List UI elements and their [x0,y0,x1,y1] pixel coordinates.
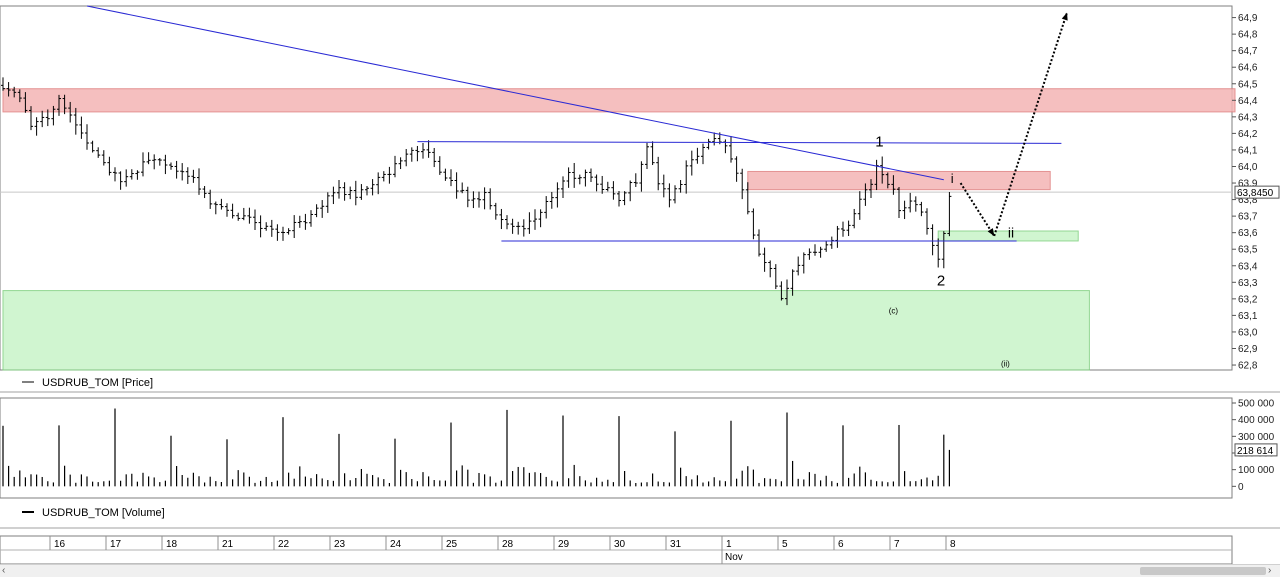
wave-label: (ii) [1001,360,1010,369]
price-axis-tick-label: 63,9 [1238,179,1258,190]
time-axis-label: 22 [278,539,290,550]
resistance-zone [2,88,1236,113]
last-volume-label: 218 614 [1237,446,1274,457]
price-legend-label: USDRUB_TOM [Price] [42,377,153,389]
time-axis-label: 16 [54,539,66,550]
wave-label: 1 [875,134,883,151]
price-axis-tick-label: 63,1 [1238,311,1258,322]
price-axis-tick-label: 64,7 [1238,46,1258,57]
volume-axis-tick-label: 300 000 [1238,432,1275,443]
price-axis-tick-label: 64,1 [1238,145,1258,156]
price-axis-tick-label: 64,3 [1238,112,1258,123]
price-axis-tick-label: 64,6 [1238,63,1258,74]
time-axis-label: 30 [614,539,626,550]
volume-axis-tick-label: 100 000 [1238,465,1275,476]
scroll-right-arrow-icon[interactable]: › [1268,565,1272,576]
price-axis-tick-label: 63,7 [1238,212,1258,223]
price-axis-tick-label: 63,8 [1238,195,1258,206]
wave-label: ii [1008,225,1014,241]
price-axis-tick-label: 64,9 [1238,13,1258,24]
projection-arrowhead-icon [1061,12,1068,21]
trend-line [86,5,944,181]
price-axis-tick-label: 63,4 [1238,261,1258,272]
time-axis-label: 7 [894,539,900,550]
time-axis-label: 5 [782,539,788,550]
projection-line [959,182,996,237]
volume-legend-label: USDRUB_TOM [Volume] [42,507,165,519]
projection-arrowhead-icon [987,228,995,236]
time-axis-label: 28 [502,539,514,550]
last-price-box [1234,185,1280,199]
price-axis-tick-label: 64,4 [1238,96,1258,107]
time-axis-label: 29 [558,539,570,550]
time-axis-label: 23 [334,539,346,550]
wave-label: 2 [937,273,945,290]
horizontal-scrollbar[interactable]: ‹ › [0,564,1280,577]
price-axis-tick-label: 64,5 [1238,79,1258,90]
scroll-left-arrow-icon[interactable]: ‹ [2,565,6,576]
volume-axis-tick-label: 0 [1238,482,1244,493]
price-axis-tick-label: 64,2 [1238,129,1258,140]
time-axis-label: 25 [446,539,458,550]
price-axis-tick-label: 64,0 [1238,162,1258,173]
last-volume-box [1234,443,1278,457]
time-axis-label: 8 [950,539,956,550]
time-axis-label: 24 [390,539,402,550]
trend-line [417,141,1062,144]
last-price-label: 63,8450 [1237,188,1274,199]
support-zone [2,290,1090,371]
price-axis-tick-label: 64,8 [1238,30,1258,41]
price-axis-tick-label: 63,2 [1238,294,1258,305]
wave-label: i [951,171,954,186]
volume-axis-tick-label: 400 000 [1238,415,1275,426]
projection-line [993,12,1068,237]
price-axis-tick-label: 63,5 [1238,245,1258,256]
time-axis-label: 1 [726,539,732,550]
price-axis-tick-label: 62,9 [1238,344,1258,355]
price-axis-tick-label: 63,0 [1238,327,1258,338]
month-label: Nov [725,552,743,563]
price-axis-tick-label: 63,3 [1238,278,1258,289]
volume-axis-tick-label: 500 000 [1238,399,1275,410]
time-axis-label: 6 [838,539,844,550]
wave-label: (c) [889,307,899,316]
time-axis-label: 31 [670,539,682,550]
price-axis-tick-label: 62,8 [1238,361,1258,372]
resistance-zone [747,170,1051,191]
time-axis-label: 18 [166,539,178,550]
time-axis-label: 17 [110,539,122,550]
scroll-thumb[interactable] [1140,567,1266,575]
price-axis-tick-label: 63,6 [1238,228,1258,239]
volume-panel-frame [0,397,1233,499]
time-axis-label: 21 [222,539,234,550]
